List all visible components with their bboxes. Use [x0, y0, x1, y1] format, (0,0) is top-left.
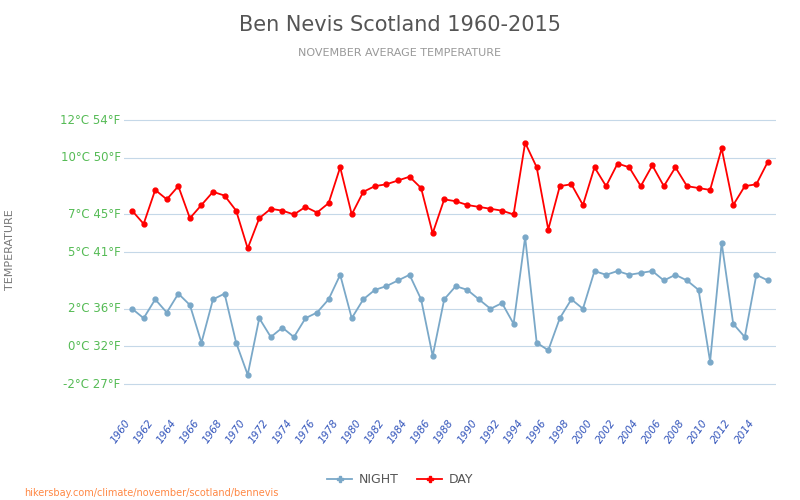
Text: hikersbay.com/climate/november/scotland/bennevis: hikersbay.com/climate/november/scotland/… [24, 488, 278, 498]
NIGHT [370, 287, 380, 293]
DAY [763, 158, 773, 164]
Text: 0°C 32°F: 0°C 32°F [68, 340, 121, 353]
Text: 5°C 41°F: 5°C 41°F [68, 246, 121, 258]
NIGHT [127, 306, 137, 312]
DAY [566, 182, 576, 188]
Text: 10°C 50°F: 10°C 50°F [61, 152, 121, 164]
NIGHT [243, 372, 253, 378]
Text: NOVEMBER AVERAGE TEMPERATURE: NOVEMBER AVERAGE TEMPERATURE [298, 48, 502, 58]
Text: TEMPERATURE: TEMPERATURE [5, 210, 14, 290]
Legend: NIGHT, DAY: NIGHT, DAY [322, 468, 478, 491]
Text: -2°C 27°F: -2°C 27°F [63, 378, 121, 390]
DAY [127, 208, 137, 214]
Text: 2°C 36°F: 2°C 36°F [68, 302, 121, 316]
DAY [370, 183, 380, 189]
DAY [520, 140, 530, 146]
DAY [243, 246, 253, 252]
Line: NIGHT: NIGHT [130, 234, 770, 377]
Text: Ben Nevis Scotland 1960-2015: Ben Nevis Scotland 1960-2015 [239, 15, 561, 35]
NIGHT [139, 315, 149, 321]
DAY [636, 183, 646, 189]
NIGHT [498, 300, 507, 306]
DAY [139, 221, 149, 227]
NIGHT [763, 278, 773, 283]
Text: 7°C 45°F: 7°C 45°F [68, 208, 121, 221]
NIGHT [636, 270, 646, 276]
Text: 12°C 54°F: 12°C 54°F [61, 114, 121, 126]
NIGHT [566, 296, 576, 302]
DAY [543, 226, 553, 232]
NIGHT [543, 348, 553, 354]
Line: DAY: DAY [130, 140, 770, 251]
DAY [498, 208, 507, 214]
NIGHT [520, 234, 530, 240]
